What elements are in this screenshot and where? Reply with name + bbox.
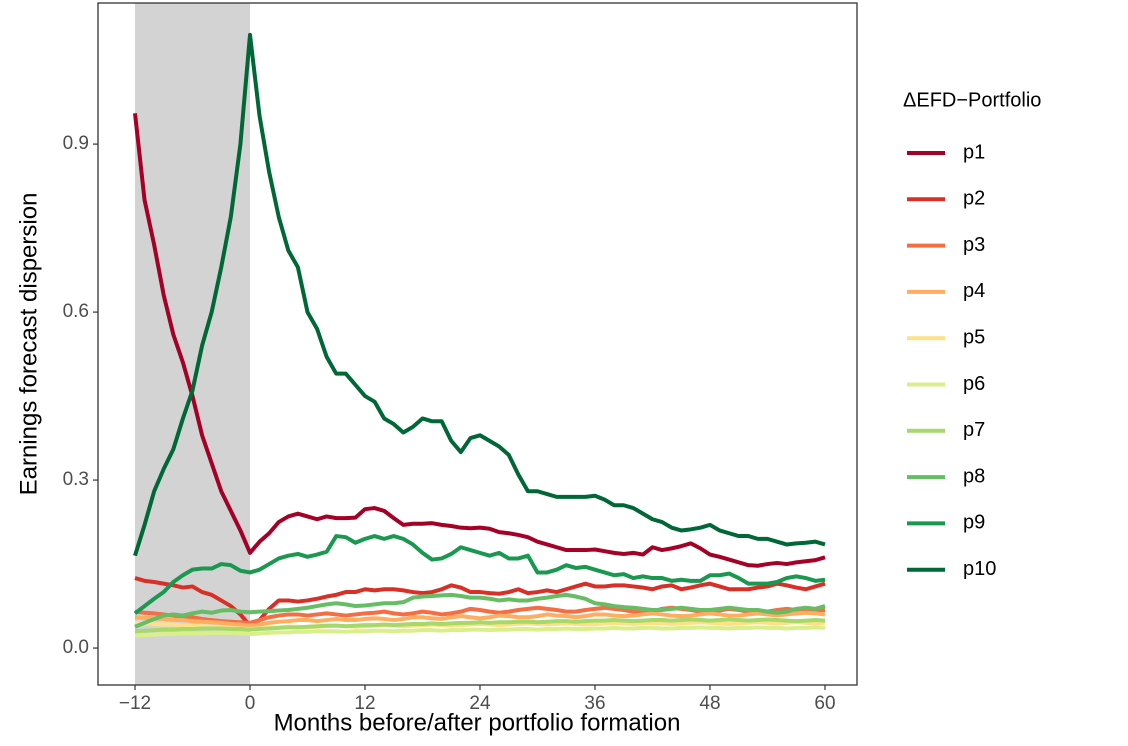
- y-axis-title: Earnings forecast dispersion: [15, 193, 42, 496]
- series-line: [133, 113, 826, 568]
- legend-label: p2: [963, 188, 985, 210]
- legend-title: ΔEFD−Portfolio: [903, 89, 1041, 111]
- x-tick-label: 36: [584, 693, 605, 714]
- legend-label: p6: [963, 373, 985, 395]
- legend-label: p1: [963, 141, 985, 163]
- legend-label: p4: [963, 280, 985, 302]
- legend-label: p8: [963, 465, 985, 487]
- legend-label: p9: [963, 512, 985, 534]
- axes: −12 0 12 24 36 48 60 0.0 0.3 0.6 0.9: [63, 133, 836, 714]
- series-line: [134, 610, 826, 628]
- legend-label: p7: [963, 419, 985, 441]
- lines: [133, 32, 826, 638]
- y-tick-label: 0.0: [63, 637, 89, 658]
- x-tick-label: 48: [699, 693, 720, 714]
- x-tick-label: 24: [469, 693, 491, 714]
- x-tick-label: 60: [814, 693, 835, 714]
- y-tick-label: 0.3: [63, 469, 89, 490]
- series-line: [134, 625, 826, 638]
- series-line: [134, 592, 826, 629]
- legend-label: p5: [963, 326, 985, 348]
- x-tick-label: 0: [245, 693, 256, 714]
- legend-label: p3: [963, 234, 985, 256]
- y-tick-label: 0.9: [63, 133, 89, 154]
- legend: ΔEFD−Portfolio p1 p2 p3 p4 p5 p6 p7 p8 p9 p10: [903, 89, 1041, 580]
- legend-label: p10: [963, 558, 996, 580]
- y-tick-label: 0.6: [63, 301, 89, 322]
- x-tick-label: 12: [354, 693, 375, 714]
- series-line: [133, 32, 826, 557]
- series-line: [133, 534, 826, 615]
- panel-border: [97, 2, 858, 686]
- x-tick-label: −12: [119, 693, 151, 714]
- x-axis-title: Months before/after portfolio formation: [274, 709, 681, 736]
- series-line: [134, 617, 826, 634]
